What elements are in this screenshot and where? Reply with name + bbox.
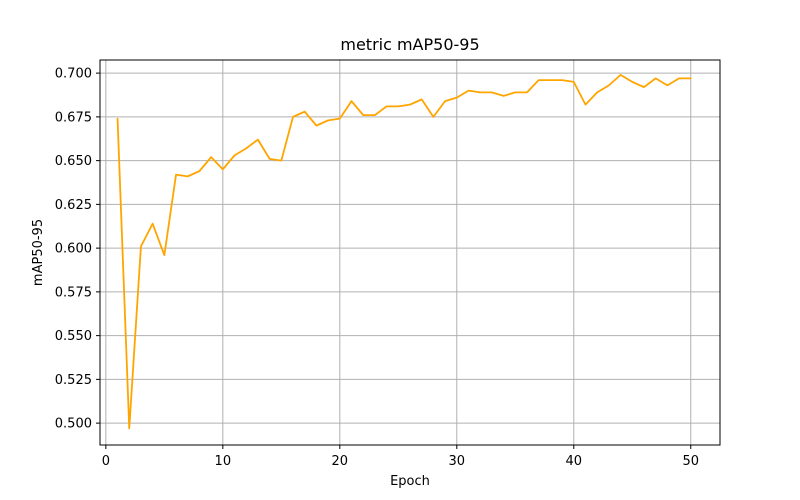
y-tick-label: 0.600 (55, 242, 92, 257)
x-tick-label: 40 (566, 454, 583, 469)
x-tick-label: 50 (682, 454, 699, 469)
y-tick-label: 0.525 (55, 373, 92, 388)
ticks: 0 10 20 30 40 50 0.500 0.525 0.550 0.575 0.600 0.62… (55, 67, 699, 469)
series-layer (116, 73, 692, 430)
grid (100, 60, 720, 445)
y-tick-label: 0.675 (55, 110, 92, 125)
x-tick-label: 20 (332, 454, 349, 469)
x-tick-label: 0 (102, 454, 110, 469)
series-line (116, 73, 692, 430)
y-tick-label: 0.700 (55, 67, 92, 82)
chart-title: metric mAP50-95 (340, 35, 479, 54)
plot-area-frame (99, 59, 721, 446)
y-tick-label: 0.550 (55, 329, 92, 344)
x-axis-label: Epoch (390, 474, 430, 489)
x-tick-label: 30 (449, 454, 466, 469)
x-tick-label: 10 (215, 454, 232, 469)
y-tick-label: 0.575 (55, 285, 92, 300)
y-tick-label: 0.650 (55, 154, 92, 169)
y-tick-label: 0.500 (55, 417, 92, 432)
y-tick-label: 0.625 (55, 198, 92, 213)
y-axis-label: mAP50-95 (31, 219, 46, 286)
